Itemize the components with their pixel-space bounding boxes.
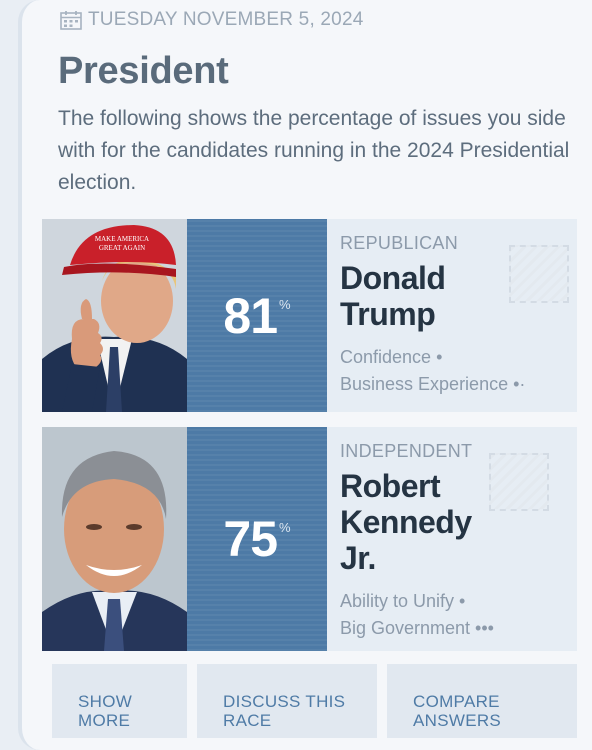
match-score-trump: 81 %: [187, 219, 327, 412]
candidate-name: Donald Trump: [340, 260, 567, 332]
discuss-label-line: DISCUSS THIS: [223, 692, 346, 711]
candidate-name-line: Robert: [340, 468, 441, 504]
compare-answers-button[interactable]: COMPARE ANSWERS: [387, 664, 577, 738]
candidate-party: INDEPENDENT: [340, 441, 473, 461]
match-score-value: 81: [223, 287, 278, 344]
hat-text-2: GREAT AGAIN: [99, 244, 145, 252]
candidate-name-line: Kennedy: [340, 504, 472, 540]
candidate-card-kennedy[interactable]: 75 % INDEPENDENT Robert Kennedy Jr. Abil…: [42, 427, 577, 651]
issue-item: Ability to Unify •: [340, 591, 466, 611]
issue-item: Business Experience •·: [340, 374, 526, 394]
issue-item: Confidence •: [340, 347, 443, 367]
candidate-info-trump: REPUBLICAN Donald Trump Confidence • Bus…: [340, 233, 567, 398]
candidate-name: Robert Kennedy Jr.: [340, 468, 567, 576]
election-date-text: TUESDAY NOVEMBER 5, 2024: [88, 9, 364, 30]
discuss-race-button[interactable]: DISCUSS THIS RACE: [197, 664, 377, 738]
candidate-name-line: Jr.: [340, 540, 376, 576]
match-score-value: 75: [223, 511, 278, 567]
candidate-info-kennedy: INDEPENDENT Robert Kennedy Jr. Ability t…: [340, 441, 567, 642]
election-date: TUESDAY NOVEMBER 5, 2024: [60, 8, 363, 32]
race-actions: SHOW MORE DISCUSS THIS RACE COMPARE ANSW…: [52, 664, 577, 738]
candidate-card-trump[interactable]: MAKE AMERICA GREAT AGAIN 81 % REPUBLICAN…: [42, 219, 577, 412]
show-more-label-line: SHOW: [78, 692, 133, 711]
calendar-icon: [60, 10, 82, 30]
compare-label-line: COMPARE: [413, 692, 500, 711]
issue-item: Big Government •••: [340, 618, 494, 638]
candidate-name-line: Donald: [340, 260, 446, 296]
page-title: President: [58, 50, 229, 92]
candidate-photo-trump: MAKE AMERICA GREAT AGAIN: [42, 219, 187, 412]
compare-label-line: ANSWERS: [413, 711, 502, 730]
match-score-kennedy: 75 %: [187, 427, 327, 651]
show-more-button[interactable]: SHOW MORE: [52, 664, 187, 738]
match-score-unit: %: [279, 520, 291, 535]
candidate-photo-kennedy: [42, 427, 187, 651]
stamp-placeholder-icon: [509, 245, 569, 303]
race-description: The following shows the percentage of is…: [58, 107, 570, 194]
candidate-party: REPUBLICAN: [340, 233, 459, 253]
discuss-label-line: RACE: [223, 711, 272, 730]
candidate-issues: Confidence • Business Experience •·: [340, 344, 567, 398]
match-score-unit: %: [279, 296, 291, 312]
show-more-label-line: MORE: [78, 711, 131, 730]
candidate-name-line: Trump: [340, 296, 436, 332]
stamp-placeholder-icon: [489, 453, 549, 511]
candidate-issues: Ability to Unify • Big Government •••: [340, 588, 567, 642]
hat-text-1: MAKE AMERICA: [95, 235, 149, 243]
